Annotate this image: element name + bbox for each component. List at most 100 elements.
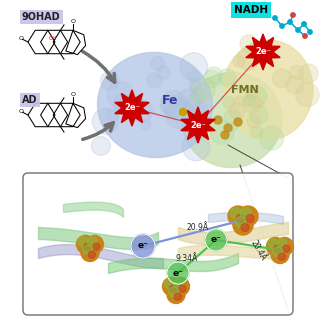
Circle shape — [84, 243, 91, 250]
Circle shape — [179, 285, 186, 292]
Circle shape — [243, 95, 261, 113]
Circle shape — [240, 35, 257, 52]
Circle shape — [221, 131, 229, 139]
Text: Fe: Fe — [162, 93, 178, 107]
Polygon shape — [181, 107, 215, 143]
Circle shape — [78, 237, 88, 247]
Circle shape — [238, 206, 258, 226]
Circle shape — [151, 57, 164, 70]
Text: NADH: NADH — [234, 5, 268, 15]
Circle shape — [180, 53, 208, 81]
Circle shape — [205, 229, 227, 251]
Circle shape — [93, 243, 100, 250]
Circle shape — [251, 126, 263, 138]
Circle shape — [277, 239, 287, 249]
Circle shape — [268, 239, 278, 249]
Circle shape — [247, 114, 260, 128]
Circle shape — [189, 80, 201, 92]
Circle shape — [210, 121, 234, 144]
Circle shape — [241, 223, 249, 231]
Circle shape — [273, 16, 277, 20]
Circle shape — [178, 89, 201, 112]
Circle shape — [172, 277, 189, 295]
Text: 20.4Å: 20.4Å — [249, 238, 268, 262]
Circle shape — [299, 64, 318, 83]
Circle shape — [234, 118, 242, 126]
Circle shape — [189, 115, 196, 122]
Circle shape — [160, 98, 176, 114]
Circle shape — [248, 88, 259, 99]
Circle shape — [92, 136, 110, 156]
Circle shape — [167, 285, 185, 303]
Circle shape — [296, 28, 300, 32]
Circle shape — [250, 106, 268, 124]
Text: OH: OH — [49, 36, 57, 41]
Circle shape — [229, 103, 246, 119]
Circle shape — [114, 94, 132, 113]
Polygon shape — [115, 90, 149, 126]
Polygon shape — [246, 34, 280, 70]
Circle shape — [164, 279, 174, 289]
Circle shape — [276, 237, 293, 255]
Text: 20.9Å: 20.9Å — [187, 223, 209, 233]
Circle shape — [234, 96, 244, 106]
Circle shape — [225, 109, 241, 125]
Circle shape — [88, 251, 95, 258]
Ellipse shape — [182, 72, 282, 168]
Text: O: O — [70, 92, 76, 97]
Circle shape — [76, 236, 94, 253]
Circle shape — [161, 91, 187, 117]
Circle shape — [288, 20, 292, 24]
Circle shape — [302, 22, 306, 26]
Circle shape — [163, 95, 186, 117]
Circle shape — [274, 245, 281, 252]
Circle shape — [255, 99, 264, 108]
Text: O: O — [18, 109, 23, 114]
Circle shape — [191, 77, 215, 101]
Circle shape — [180, 108, 187, 116]
Text: O: O — [18, 36, 23, 41]
Circle shape — [278, 253, 285, 260]
Circle shape — [173, 279, 183, 289]
Circle shape — [272, 69, 291, 87]
Text: 9.34Å: 9.34Å — [176, 254, 198, 263]
Text: AD: AD — [22, 95, 37, 105]
Circle shape — [291, 13, 295, 17]
Circle shape — [190, 88, 205, 103]
Circle shape — [170, 285, 177, 292]
Circle shape — [271, 245, 289, 263]
Circle shape — [228, 206, 248, 226]
Circle shape — [223, 97, 235, 108]
Circle shape — [214, 116, 222, 124]
Circle shape — [131, 234, 155, 258]
Circle shape — [100, 72, 119, 90]
Circle shape — [85, 236, 103, 253]
Circle shape — [233, 55, 245, 67]
Text: e⁻: e⁻ — [172, 268, 183, 277]
Text: O: O — [70, 19, 76, 24]
Circle shape — [296, 83, 319, 107]
Text: 2e⁻: 2e⁻ — [255, 47, 271, 57]
Circle shape — [169, 287, 179, 297]
Text: FMN: FMN — [231, 85, 259, 95]
Circle shape — [233, 215, 253, 235]
Circle shape — [196, 101, 206, 112]
Circle shape — [245, 86, 267, 107]
FancyBboxPatch shape — [23, 173, 293, 315]
Circle shape — [286, 76, 304, 94]
Circle shape — [87, 237, 97, 247]
Circle shape — [188, 122, 207, 140]
Text: 2e⁻: 2e⁻ — [124, 103, 140, 113]
Circle shape — [267, 237, 284, 255]
Circle shape — [83, 245, 93, 255]
Circle shape — [92, 108, 118, 134]
Circle shape — [273, 247, 283, 257]
Circle shape — [224, 124, 232, 132]
Circle shape — [157, 66, 170, 79]
Ellipse shape — [98, 52, 212, 157]
Text: e⁻: e⁻ — [138, 242, 148, 251]
Circle shape — [230, 207, 241, 219]
Circle shape — [219, 69, 236, 86]
Circle shape — [290, 65, 304, 79]
Circle shape — [240, 207, 251, 219]
